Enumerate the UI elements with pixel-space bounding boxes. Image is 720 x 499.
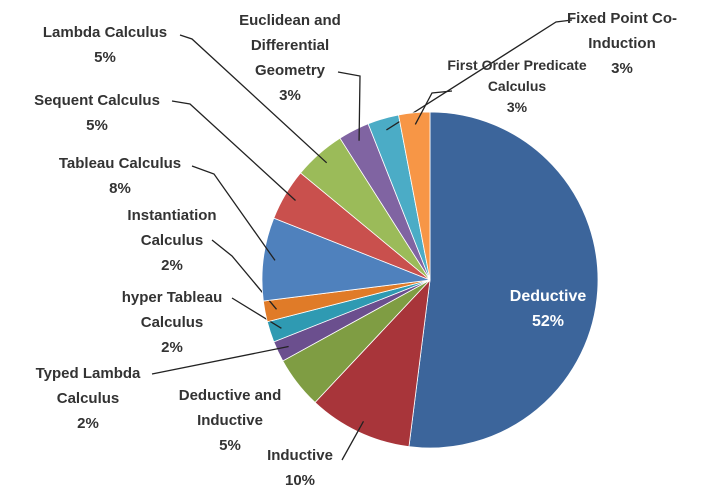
leader-line [231,297,282,329]
value-label: 8% [109,180,131,197]
slice-label: Inductive 10% [250,443,350,493]
value-label: 2% [77,415,99,432]
slice-label: Instantiation Calculus 2% [112,203,232,278]
category-name: hyper Tableau Calculus [121,289,223,331]
slice-label: Lambda Calculus 5% [25,20,185,70]
slice-label: hyper Tableau Calculus 2% [102,285,242,360]
value-label: 52% [531,313,565,330]
value-label: 5% [94,49,116,66]
category-name: First Order Predicate Calculus [447,57,587,94]
pie-slice [398,111,431,281]
value-label: 5% [86,117,108,134]
leader-line [211,239,278,310]
slice-label: Deductive 52% [493,284,603,334]
category-name: Deductive and Inductive [178,387,282,429]
category-name: Deductive [509,288,587,305]
value-label: 2% [161,257,183,274]
category-name: Euclidean and Differential Geometry [239,12,341,79]
category-name: Inductive [267,447,333,464]
leader-line [171,100,296,201]
value-label: 3% [279,87,301,104]
leader-line [151,345,289,375]
category-name: Instantiation Calculus [127,207,217,249]
value-label: 5% [219,437,241,454]
leader-line [341,421,365,461]
leader-line [179,34,328,164]
slice-label: Deductive and Inductive 5% [160,383,300,458]
leader-line [191,165,276,261]
category-name: Sequent Calculus [34,92,160,109]
leader-line [414,90,453,125]
value-label: 3% [611,60,633,77]
category-name: Typed Lambda Calculus [35,365,141,407]
pie-slice [408,111,599,449]
value-label: 2% [161,339,183,356]
slice-label: Tableau Calculus 8% [40,151,200,201]
category-name: Tableau Calculus [58,155,182,172]
leader-line [386,19,573,131]
slice-label: Typed Lambda Calculus 2% [13,361,163,436]
slice-label: First Order Predicate Calculus 3% [442,55,592,118]
value-label: 10% [284,472,316,489]
value-label: 3% [506,99,528,115]
slice-label: Fixed Point Co-Induction 3% [557,6,687,81]
category-name: Lambda Calculus [42,24,168,41]
category-name: Fixed Point Co-Induction [567,10,677,52]
pie-slice [314,278,431,448]
leader-line [337,71,361,141]
slice-label: Euclidean and Differential Geometry 3% [225,8,355,108]
slice-label: Sequent Calculus 5% [17,88,177,138]
